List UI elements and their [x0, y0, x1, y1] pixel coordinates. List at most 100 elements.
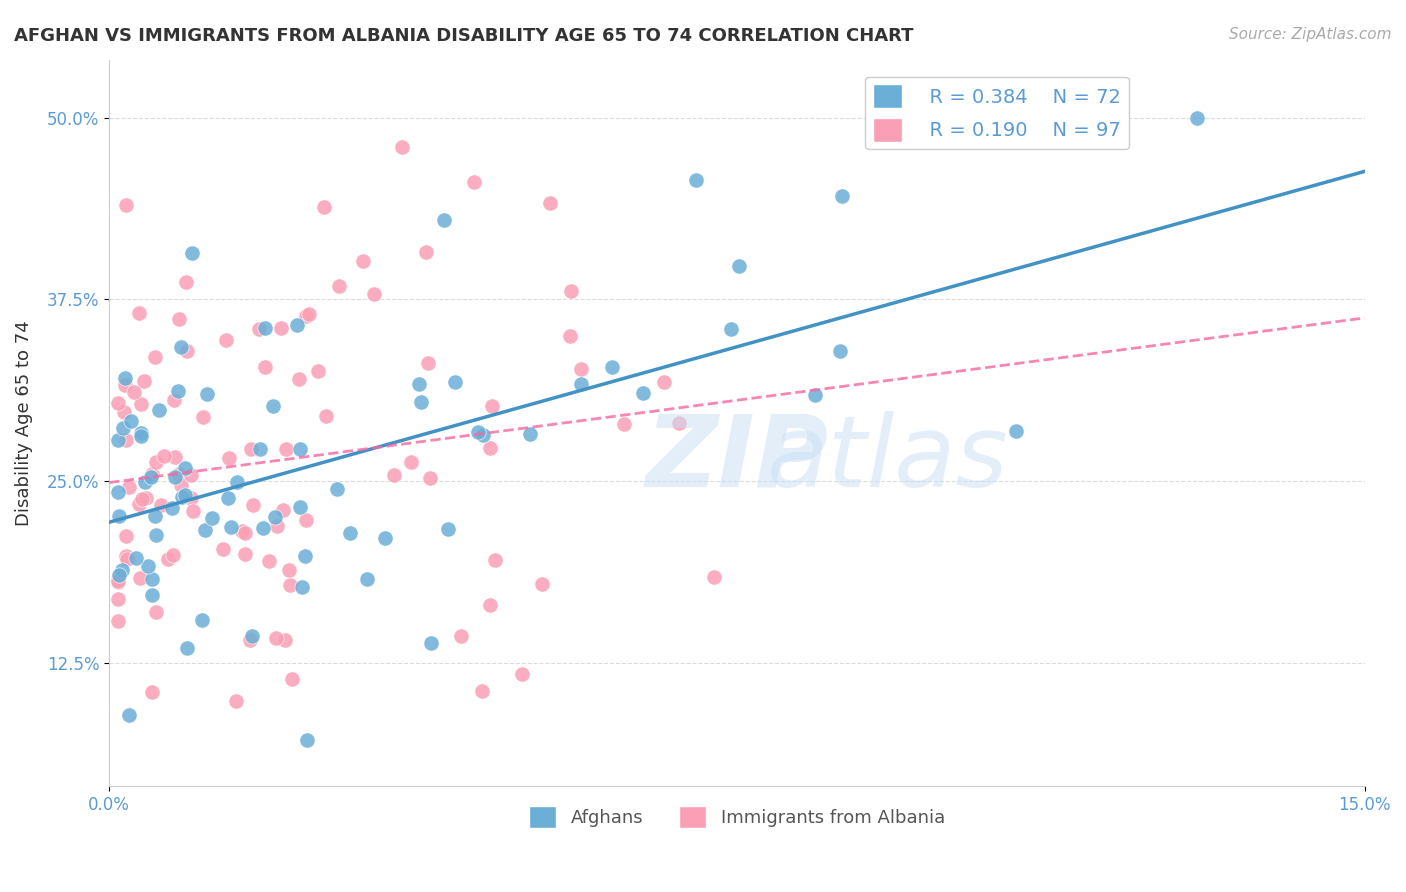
Point	[294, 309, 316, 323]
Point	[287, 372, 309, 386]
Point	[472, 427, 495, 442]
Point	[481, 399, 503, 413]
Point	[143, 350, 166, 364]
Point	[538, 196, 561, 211]
Point	[419, 471, 441, 485]
Point	[163, 392, 186, 407]
Point	[176, 641, 198, 656]
Point	[571, 362, 593, 376]
Legend: Afghans, Immigrants from Albania: Afghans, Immigrants from Albania	[522, 799, 952, 836]
Point	[264, 632, 287, 646]
Point	[479, 441, 502, 455]
Point	[274, 633, 297, 648]
Point	[239, 632, 262, 647]
Point	[135, 491, 157, 506]
Point	[290, 500, 312, 514]
Point	[174, 461, 197, 475]
Y-axis label: Disability Age 65 to 74: Disability Age 65 to 74	[15, 320, 32, 526]
Point	[145, 605, 167, 619]
Point	[257, 554, 280, 568]
Point	[197, 387, 219, 401]
Point	[295, 513, 318, 527]
Point	[467, 425, 489, 439]
Point	[285, 318, 308, 333]
Point	[180, 467, 202, 482]
Point	[247, 322, 270, 336]
Point	[463, 175, 485, 189]
Point	[558, 328, 581, 343]
Point	[107, 614, 129, 628]
Point	[165, 450, 187, 465]
Point	[115, 434, 138, 448]
Point	[107, 575, 129, 590]
Point	[194, 524, 217, 538]
Point	[170, 490, 193, 504]
Point	[420, 636, 443, 650]
Point	[141, 588, 163, 602]
Point	[174, 275, 197, 289]
Point	[382, 468, 405, 483]
Point	[225, 475, 247, 490]
Point	[242, 498, 264, 512]
Point	[262, 399, 284, 413]
Point	[134, 475, 156, 489]
Point	[118, 480, 141, 494]
Point	[399, 455, 422, 469]
Point	[374, 532, 396, 546]
Point	[569, 377, 592, 392]
Point	[167, 312, 190, 326]
Point	[115, 198, 138, 212]
Point	[114, 371, 136, 385]
Point	[433, 212, 456, 227]
Point	[328, 279, 350, 293]
Point	[153, 449, 176, 463]
Point	[165, 470, 187, 484]
Text: atlas: atlas	[766, 411, 1008, 508]
Point	[290, 580, 312, 594]
Point	[131, 397, 153, 411]
Point	[415, 244, 437, 259]
Point	[224, 694, 246, 708]
Point	[107, 396, 129, 410]
Point	[115, 552, 138, 566]
Point	[167, 384, 190, 398]
Point	[437, 522, 460, 536]
Point	[112, 421, 135, 435]
Point	[111, 563, 134, 577]
Point	[217, 491, 239, 505]
Point	[231, 524, 253, 538]
Point	[201, 510, 224, 524]
Point	[1187, 111, 1209, 125]
Point	[145, 528, 167, 542]
Point	[252, 520, 274, 534]
Point	[125, 550, 148, 565]
Point	[107, 574, 129, 588]
Point	[170, 478, 193, 492]
Point	[728, 259, 751, 273]
Point	[274, 442, 297, 456]
Point	[114, 378, 136, 392]
Point	[294, 549, 316, 563]
Text: ZIP: ZIP	[645, 411, 828, 508]
Point	[138, 558, 160, 573]
Point	[128, 497, 150, 511]
Point	[181, 504, 204, 518]
Point	[720, 322, 742, 336]
Point	[339, 526, 361, 541]
Point	[613, 417, 636, 431]
Point	[519, 427, 541, 442]
Point	[652, 375, 675, 389]
Point	[478, 598, 501, 612]
Point	[278, 578, 301, 592]
Point	[114, 549, 136, 564]
Point	[411, 395, 433, 409]
Point	[803, 388, 825, 402]
Point	[131, 491, 153, 506]
Point	[325, 483, 347, 497]
Point	[631, 386, 654, 401]
Point	[352, 253, 374, 268]
Point	[162, 549, 184, 563]
Point	[180, 245, 202, 260]
Point	[122, 384, 145, 399]
Point	[668, 416, 690, 430]
